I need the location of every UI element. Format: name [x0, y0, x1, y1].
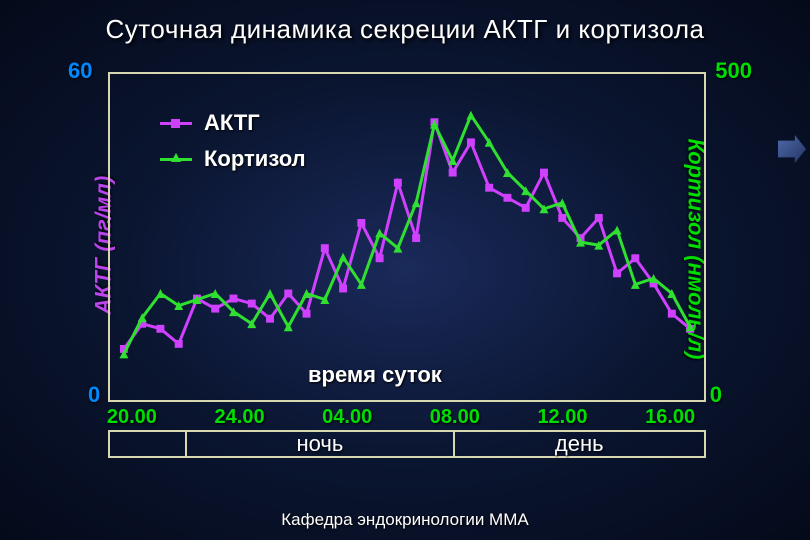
series-marker: [156, 289, 165, 298]
series-marker: [540, 169, 548, 177]
y-left-max: 60: [68, 58, 92, 84]
series-marker: [376, 254, 384, 262]
series-marker: [156, 325, 164, 333]
legend-item: Кортизол: [160, 146, 306, 172]
series-marker: [175, 340, 183, 348]
daynight-segment: [110, 432, 187, 456]
series-marker: [558, 214, 566, 222]
legend-line-icon: [160, 122, 192, 125]
x-tick: 16.00: [645, 406, 695, 429]
series-marker: [339, 285, 347, 293]
x-tick: 08.00: [430, 406, 480, 429]
series-marker: [412, 198, 421, 207]
series-marker: [503, 194, 511, 202]
daynight-bar: ночьдень: [108, 430, 706, 458]
series-marker: [613, 269, 621, 277]
series-marker: [449, 169, 457, 177]
y-right-max: 500: [715, 58, 752, 84]
series-marker: [321, 244, 329, 252]
legend-marker-icon: [171, 119, 180, 128]
y-left-min: 0: [88, 382, 100, 408]
legend-label: Кортизол: [204, 146, 306, 172]
legend: АКТГ Кортизол: [160, 110, 306, 182]
y-right-min: 0: [710, 382, 722, 408]
series-marker: [412, 234, 420, 242]
legend-item: АКТГ: [160, 110, 306, 136]
legend-marker-icon: [171, 153, 181, 162]
daynight-segment: ночь: [187, 432, 454, 456]
series-marker: [613, 226, 622, 235]
x-tick: 12.00: [537, 406, 587, 429]
legend-label: АКТГ: [204, 110, 260, 136]
footer-text: Кафедра эндокринологии ММА: [0, 510, 810, 530]
series-marker: [284, 290, 292, 298]
series-marker: [211, 305, 219, 313]
series-marker: [375, 229, 384, 238]
series-marker: [248, 300, 256, 308]
daynight-segment: день: [455, 432, 704, 456]
series-marker: [668, 310, 676, 318]
series-marker: [357, 219, 365, 227]
series-marker: [466, 111, 475, 120]
arrow-decoration: [778, 135, 806, 163]
series-marker: [230, 295, 238, 303]
x-tick: 04.00: [322, 406, 372, 429]
series-marker: [485, 184, 493, 192]
x-ticks: 20.00 24.00 04.00 08.00 12.00 16.00: [108, 406, 706, 430]
series-marker: [595, 214, 603, 222]
series-marker: [394, 179, 402, 187]
series-marker: [339, 253, 348, 262]
series-marker: [266, 315, 274, 323]
legend-line-icon: [160, 158, 192, 161]
series-marker: [303, 310, 311, 318]
series-marker: [467, 138, 475, 146]
x-tick: 20.00: [107, 406, 157, 429]
series-marker: [266, 289, 275, 298]
x-tick: 24.00: [215, 406, 265, 429]
series-marker: [631, 254, 639, 262]
series-marker: [522, 204, 530, 212]
slide-title: Суточная динамика секреции АКТГ и кортиз…: [0, 0, 810, 45]
slide: Суточная динамика секреции АКТГ и кортиз…: [0, 0, 810, 540]
